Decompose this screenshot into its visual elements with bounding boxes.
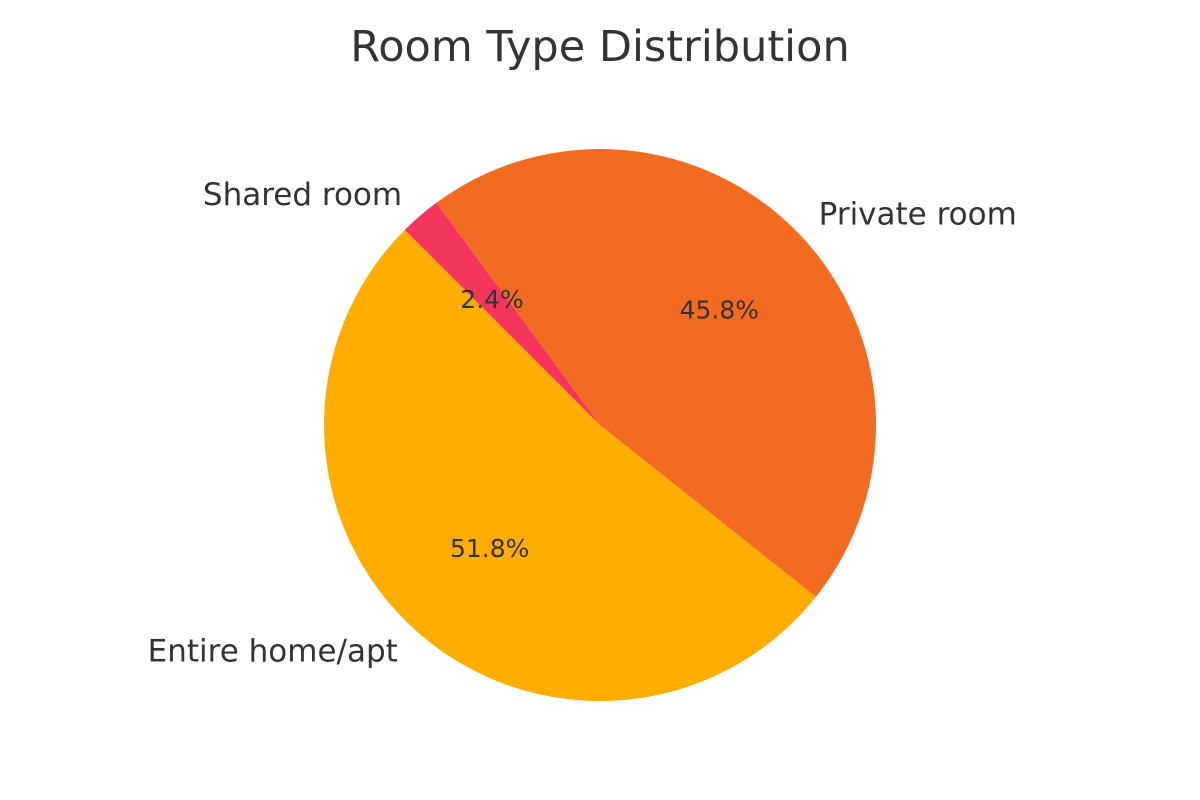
pie-slice-entire-home-apt	[324, 229, 816, 702]
pct-label-shared-room: 2.4%	[460, 285, 524, 314]
slice-label-entire-home-apt: Entire home/apt	[148, 633, 398, 669]
slice-label-private-room: Private room	[819, 196, 1017, 232]
pie-slice-shared-room	[404, 202, 600, 425]
pct-label-private-room: 45.8%	[680, 296, 759, 325]
pie-slice-private-room	[436, 149, 876, 597]
chart-title: Room Type Distribution	[350, 22, 850, 72]
slice-label-shared-room: Shared room	[203, 177, 402, 213]
pct-label-entire-home-apt: 51.8%	[450, 534, 529, 563]
